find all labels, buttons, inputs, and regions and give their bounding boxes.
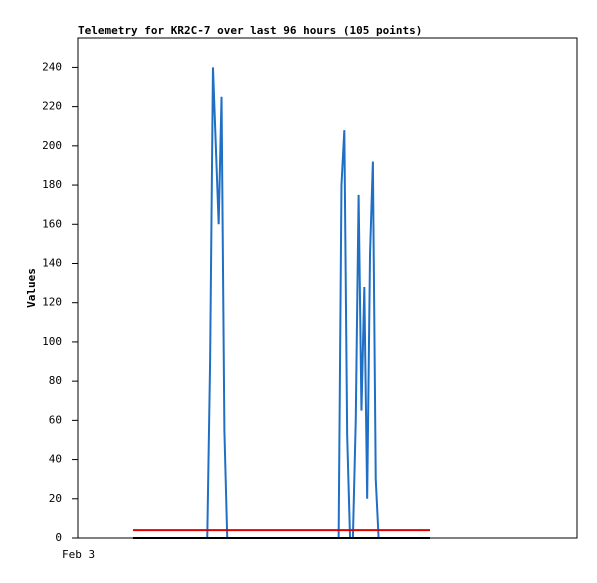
y-tick-label: 100 <box>42 335 62 348</box>
y-tick-label: 140 <box>42 256 62 269</box>
y-tick-label: 200 <box>42 139 62 152</box>
y-tick-label: 0 <box>55 531 62 544</box>
y-tick-label: 60 <box>49 413 62 426</box>
y-tick-label: 220 <box>42 100 62 113</box>
y-tick-label: 180 <box>42 178 62 191</box>
data-line <box>133 67 430 539</box>
y-tick-label: 40 <box>49 453 62 466</box>
y-axis-label: Values <box>25 268 38 308</box>
plot-frame <box>77 37 578 539</box>
x-tick-label: Feb 3 <box>62 548 95 561</box>
y-tick-label: 20 <box>49 492 62 505</box>
y-tick-label: 240 <box>42 60 62 73</box>
y-tick-label: 160 <box>42 217 62 230</box>
y-tick-label: 80 <box>49 374 62 387</box>
y-tick-label: 120 <box>42 296 62 309</box>
chart-title: Telemetry for KR2C-7 over last 96 hours … <box>78 24 422 37</box>
